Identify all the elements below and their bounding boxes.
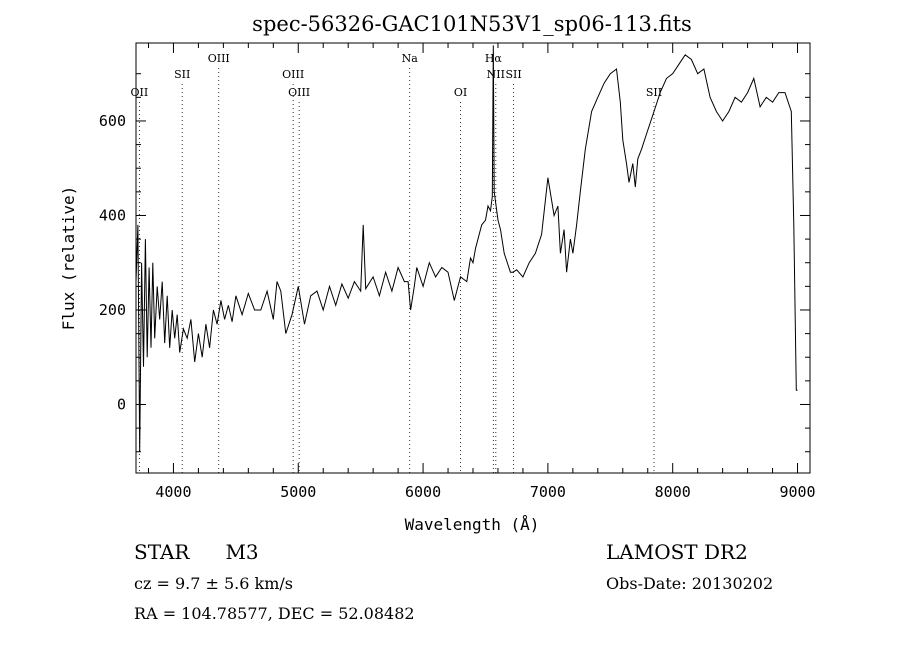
x-axis-label: Wavelength (Å): [405, 515, 540, 534]
emission-line-markers: [138, 68, 655, 473]
y-tick-label: 600: [99, 112, 126, 130]
y-axis: 0 200 400 600: [99, 73, 810, 453]
sky-coordinates: RA = 104.78577, DEC = 52.08482: [134, 604, 415, 623]
object-type: STAR: [134, 540, 190, 564]
plot-frame: [135, 42, 811, 474]
y-axis-label: Flux (relative): [59, 186, 78, 331]
line-marker-label: OIII: [282, 68, 304, 81]
line-marker-label: SII: [646, 86, 662, 99]
y-tick-label: 0: [117, 395, 126, 413]
x-tick-label: 8000: [655, 483, 691, 501]
line-marker-label: Na: [402, 52, 419, 65]
x-tick-label: 7000: [530, 483, 566, 501]
x-axis: 4000 5000 6000 7000 8000 9000: [147, 43, 816, 501]
line-marker-label: SII: [505, 68, 521, 81]
x-tick-label: 5000: [280, 483, 316, 501]
y-tick-label: 400: [99, 206, 126, 224]
line-marker-label: SII: [174, 68, 190, 81]
object-subclass: M3: [225, 540, 259, 564]
observation-date: Obs-Date: 20130202: [606, 574, 774, 593]
chart-title: spec-56326-GAC101N53V1_sp06-113.fits: [252, 12, 692, 36]
survey-name: LAMOST DR2: [606, 540, 748, 564]
x-tick-label: 9000: [779, 483, 815, 501]
line-marker-label: OIII: [208, 52, 230, 65]
object-class: STAR M3: [134, 540, 259, 564]
spectrum-series-line: [135, 45, 798, 452]
line-marker-label: OI: [454, 86, 467, 99]
x-tick-label: 4000: [155, 483, 191, 501]
line-marker-label: OII: [131, 86, 149, 99]
x-tick-label: 6000: [405, 483, 441, 501]
line-marker-label: NII: [487, 68, 505, 81]
redshift-velocity: cz = 9.7 ± 5.6 km/s: [134, 574, 293, 593]
y-tick-label: 200: [99, 301, 126, 319]
line-marker-label: OIII: [288, 86, 310, 99]
